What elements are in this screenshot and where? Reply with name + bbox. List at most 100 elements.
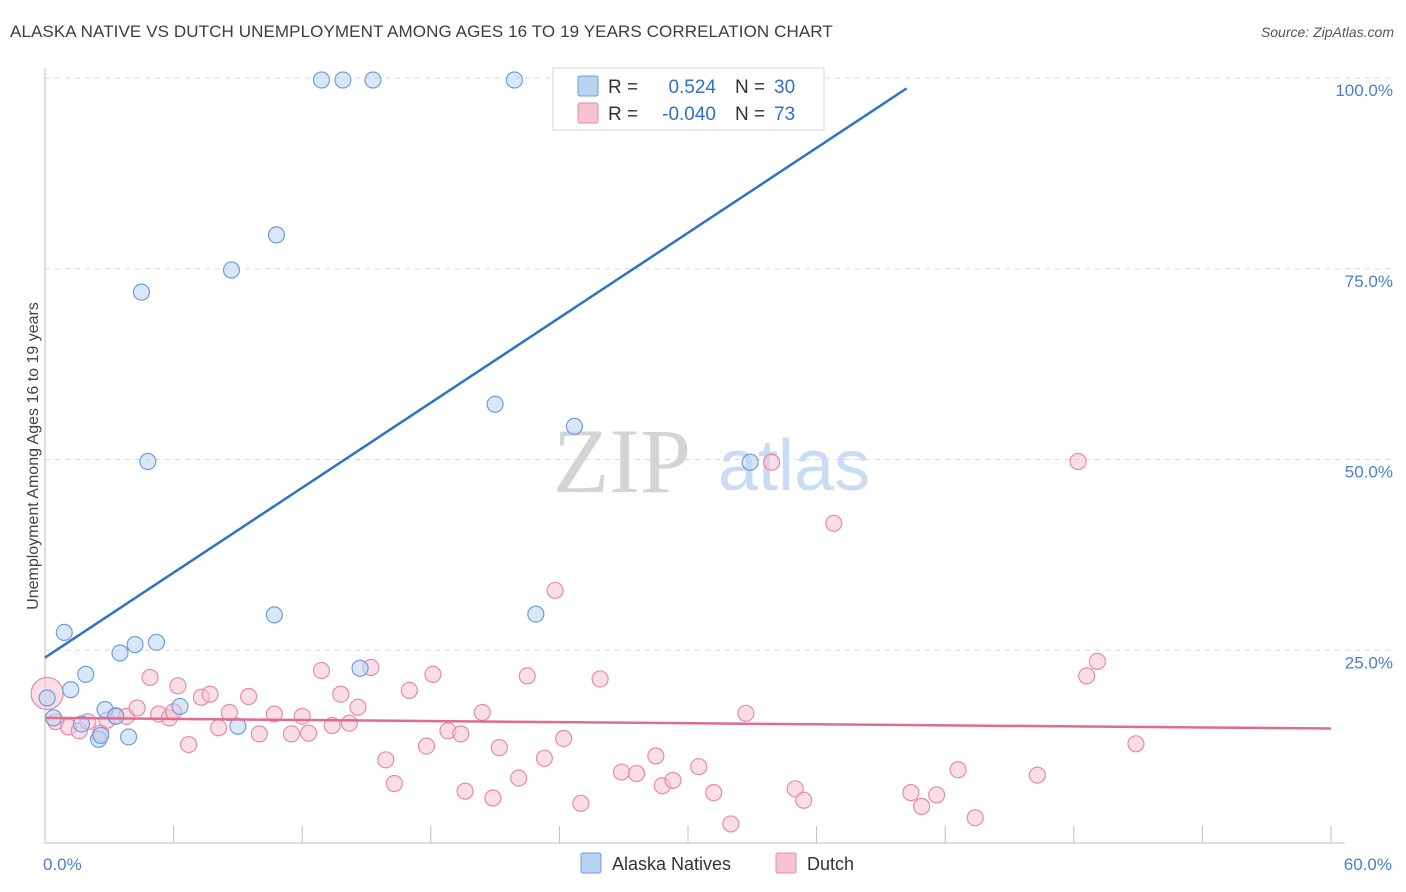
alaska-point-24 bbox=[351, 659, 369, 677]
alaska-point-14 bbox=[139, 452, 157, 471]
y-tick-label-3: 100.0% bbox=[1335, 81, 1393, 100]
dutch-point-50 bbox=[612, 763, 631, 781]
legend-swatch-alaska bbox=[577, 75, 599, 97]
alaska-point-19 bbox=[265, 606, 283, 624]
dutch-point-18 bbox=[210, 719, 228, 737]
chart-source: Source: ZipAtlas.com bbox=[1260, 24, 1394, 40]
dutch-point-67 bbox=[966, 809, 984, 827]
alaska-point-7 bbox=[92, 726, 110, 745]
dutch-point-33 bbox=[385, 774, 403, 793]
y-tick-label-0: 25.0% bbox=[1345, 653, 1393, 672]
dutch-point-48 bbox=[572, 794, 590, 812]
alaska-point-10 bbox=[111, 644, 129, 662]
alaska-point-25 bbox=[486, 395, 504, 413]
legend-swatch-dutch bbox=[577, 102, 599, 124]
alaska-point-17 bbox=[222, 261, 241, 279]
dutch-point-71 bbox=[1088, 652, 1106, 671]
bottom-legend-swatch-alaska bbox=[580, 852, 602, 874]
alaska-point-28 bbox=[565, 417, 584, 436]
dutch-point-36 bbox=[424, 665, 442, 683]
dutch-point-63 bbox=[902, 784, 920, 802]
dutch-point-25 bbox=[300, 724, 318, 742]
legend-r-value-alaska: 0.524 bbox=[668, 77, 716, 98]
alaska-point-26 bbox=[505, 71, 523, 89]
dutch-point-10 bbox=[141, 668, 159, 687]
dutch-point-51 bbox=[627, 764, 646, 783]
dutch-point-57 bbox=[722, 815, 740, 833]
dutch-point-42 bbox=[490, 739, 508, 757]
legend-r-label-alaska: R = bbox=[608, 77, 638, 98]
dutch-point-68 bbox=[1028, 766, 1046, 784]
dutch-point-47 bbox=[555, 729, 573, 748]
dutch-point-20 bbox=[240, 687, 258, 706]
legend-r-label-dutch: R = bbox=[608, 104, 638, 125]
alaska-point-0 bbox=[38, 689, 56, 707]
dutch-point-46 bbox=[546, 581, 564, 600]
dutch-point-54 bbox=[664, 771, 682, 790]
alaska-point-3 bbox=[62, 681, 80, 699]
y-tick-label-2: 75.0% bbox=[1345, 272, 1393, 291]
alaska-point-9 bbox=[107, 707, 125, 725]
bottom-legend-label-alaska: Alaska Natives bbox=[612, 854, 731, 874]
dutch-point-35 bbox=[417, 737, 436, 755]
watermark-atlas: atlas bbox=[718, 426, 870, 506]
dutch-point-61 bbox=[795, 791, 813, 809]
dutch-point-69 bbox=[1069, 452, 1087, 471]
dutch-point-38 bbox=[452, 725, 470, 743]
dutch-point-22 bbox=[265, 705, 283, 723]
correlation-legend: R = 0.524 N = 30 R = -0.040 N = 73 bbox=[552, 67, 825, 131]
dutch-point-21 bbox=[250, 725, 268, 743]
dutch-point-34 bbox=[400, 681, 418, 700]
legend-n-value-dutch: 73 bbox=[774, 104, 795, 125]
alaska-natives-trend-line bbox=[44, 87, 908, 659]
alaska-point-15 bbox=[147, 633, 166, 651]
bottom-legend-label-dutch: Dutch bbox=[807, 854, 854, 874]
dutch-point-39 bbox=[456, 782, 474, 800]
dutch-point-24 bbox=[293, 707, 311, 725]
alaska-point-21 bbox=[312, 71, 331, 89]
bottom-legend-swatch-dutch bbox=[775, 852, 797, 874]
dutch-point-15 bbox=[180, 735, 198, 754]
alaska-point-22 bbox=[334, 71, 352, 89]
dutch-point-64 bbox=[913, 797, 931, 815]
dutch-point-60 bbox=[786, 780, 804, 798]
dutch-point-29 bbox=[340, 714, 358, 732]
dutch-trend-line bbox=[44, 716, 1332, 730]
dutch-point-43 bbox=[510, 769, 528, 787]
dutch-point-65 bbox=[928, 786, 946, 804]
dutch-point-41 bbox=[484, 789, 502, 807]
dutch-point-30 bbox=[349, 698, 367, 716]
dutch-point-9 bbox=[128, 699, 146, 717]
series-legend: Alaska Natives Dutch bbox=[580, 852, 854, 874]
dutch-point-66 bbox=[949, 761, 967, 779]
alaska-natives-series bbox=[38, 71, 759, 748]
alaska-point-5 bbox=[72, 715, 91, 733]
alaska-point-27 bbox=[527, 605, 545, 623]
dutch-point-14 bbox=[169, 677, 187, 695]
dutch-point-55 bbox=[690, 758, 708, 776]
legend-n-label-dutch: N = bbox=[735, 104, 765, 125]
alaska-point-20 bbox=[267, 226, 286, 244]
dutch-point-62 bbox=[825, 514, 843, 532]
dutch-point-40 bbox=[473, 703, 491, 722]
y-tick-label-1: 50.0% bbox=[1345, 463, 1393, 482]
legend-n-label-alaska: N = bbox=[735, 77, 765, 98]
dutch-series bbox=[30, 452, 1145, 833]
dutch-point-26 bbox=[312, 661, 331, 680]
x-axis-ticks bbox=[44, 826, 1332, 843]
alaska-point-12 bbox=[126, 636, 144, 654]
dutch-point-52 bbox=[647, 747, 665, 765]
dutch-point-49 bbox=[591, 670, 609, 688]
dutch-point-56 bbox=[705, 784, 723, 802]
dutch-point-59 bbox=[762, 453, 781, 471]
alaska-point-13 bbox=[132, 283, 151, 301]
dutch-point-70 bbox=[1078, 667, 1096, 685]
dutch-point-58 bbox=[737, 704, 755, 722]
alaska-point-11 bbox=[119, 728, 138, 746]
dutch-point-28 bbox=[332, 685, 350, 703]
alaska-point-2 bbox=[55, 623, 73, 642]
dutch-point-17 bbox=[201, 685, 219, 703]
dutch-point-23 bbox=[282, 725, 301, 743]
gridlines bbox=[45, 77, 1394, 651]
